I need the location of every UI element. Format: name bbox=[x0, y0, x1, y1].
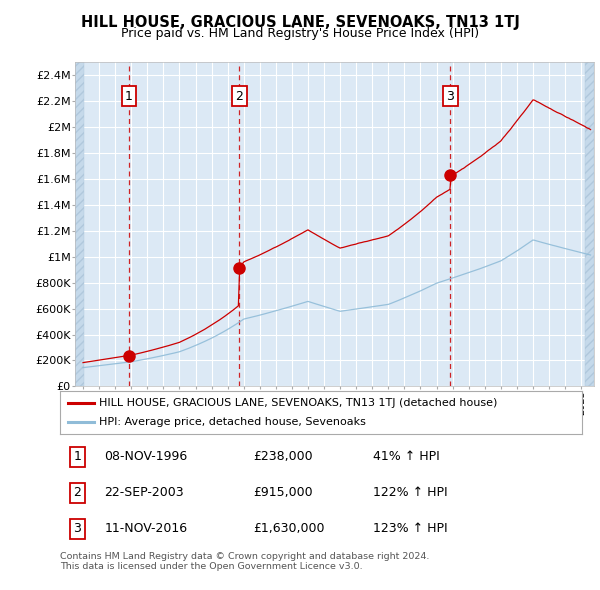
Text: 123% ↑ HPI: 123% ↑ HPI bbox=[373, 522, 448, 535]
Text: 1: 1 bbox=[73, 450, 81, 463]
Text: 3: 3 bbox=[73, 522, 81, 535]
Bar bbox=[584, 62, 594, 386]
Text: HPI: Average price, detached house, Sevenoaks: HPI: Average price, detached house, Seve… bbox=[99, 417, 366, 427]
Text: 08-NOV-1996: 08-NOV-1996 bbox=[104, 450, 188, 463]
Text: £238,000: £238,000 bbox=[253, 450, 313, 463]
Text: 1: 1 bbox=[125, 90, 133, 103]
Text: 2: 2 bbox=[235, 90, 243, 103]
Text: Contains HM Land Registry data © Crown copyright and database right 2024.
This d: Contains HM Land Registry data © Crown c… bbox=[60, 552, 430, 571]
Text: HILL HOUSE, GRACIOUS LANE, SEVENOAKS, TN13 1TJ (detached house): HILL HOUSE, GRACIOUS LANE, SEVENOAKS, TN… bbox=[99, 398, 497, 408]
Text: 22-SEP-2003: 22-SEP-2003 bbox=[104, 486, 184, 499]
Bar bbox=[75, 62, 85, 386]
Text: 41% ↑ HPI: 41% ↑ HPI bbox=[373, 450, 440, 463]
Text: £1,630,000: £1,630,000 bbox=[253, 522, 325, 535]
Text: HILL HOUSE, GRACIOUS LANE, SEVENOAKS, TN13 1TJ: HILL HOUSE, GRACIOUS LANE, SEVENOAKS, TN… bbox=[80, 15, 520, 30]
Text: 3: 3 bbox=[446, 90, 454, 103]
Text: £915,000: £915,000 bbox=[253, 486, 313, 499]
Text: Price paid vs. HM Land Registry's House Price Index (HPI): Price paid vs. HM Land Registry's House … bbox=[121, 27, 479, 40]
Text: 2: 2 bbox=[73, 486, 81, 499]
Text: 11-NOV-2016: 11-NOV-2016 bbox=[104, 522, 187, 535]
Text: 122% ↑ HPI: 122% ↑ HPI bbox=[373, 486, 448, 499]
